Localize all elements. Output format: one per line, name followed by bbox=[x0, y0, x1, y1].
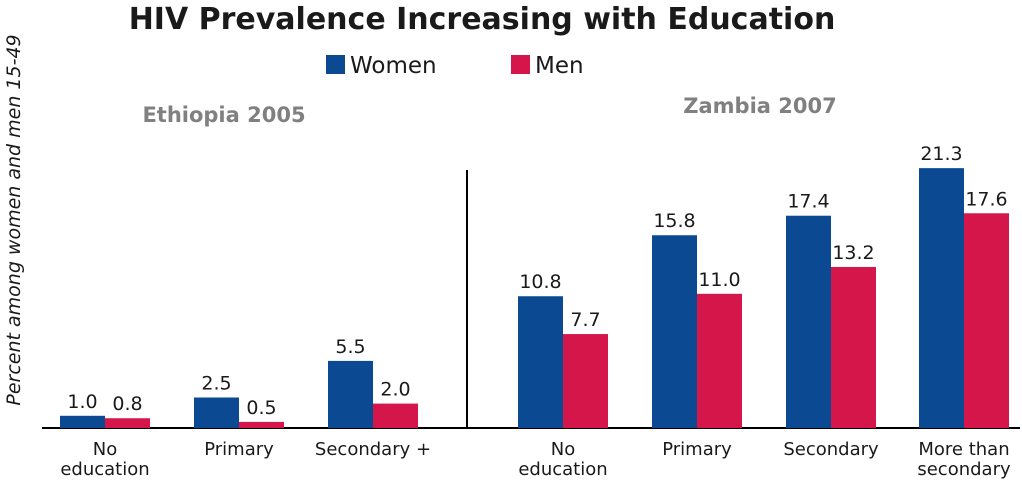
value-label-zambia-men-0: 7.7 bbox=[570, 309, 600, 331]
y-axis-label: Percent among women and men 15-49 bbox=[3, 34, 25, 405]
bar-zambia-women-0 bbox=[518, 296, 563, 428]
value-label-ethiopia-women-2: 5.5 bbox=[335, 336, 365, 358]
legend-swatch-women bbox=[326, 55, 345, 74]
value-label-zambia-men-2: 13.2 bbox=[832, 242, 874, 264]
bar-zambia-men-2 bbox=[831, 266, 876, 428]
category-label-zambia-0-line-0: No bbox=[551, 439, 575, 460]
category-label-ethiopia-2-line-0: Secondary + bbox=[315, 439, 431, 460]
value-label-zambia-men-3: 17.6 bbox=[965, 188, 1007, 210]
value-label-zambia-women-1: 15.8 bbox=[653, 210, 695, 232]
value-label-zambia-women-3: 21.3 bbox=[920, 143, 962, 165]
bar-zambia-men-3 bbox=[964, 213, 1009, 428]
bar-ethiopia-women-1 bbox=[194, 397, 239, 428]
value-label-ethiopia-men-0: 0.8 bbox=[112, 393, 142, 415]
bar-zambia-men-0 bbox=[563, 334, 608, 428]
bar-zambia-women-1 bbox=[652, 235, 697, 428]
panel-title-ethiopia: Ethiopia 2005 bbox=[142, 103, 305, 127]
category-label-ethiopia-0-line-0: No bbox=[93, 439, 117, 460]
category-label-zambia-3-line-1: secondary bbox=[917, 459, 1011, 480]
bar-ethiopia-women-2 bbox=[328, 360, 373, 428]
bar-ethiopia-men-1 bbox=[239, 421, 284, 428]
chart-title: HIV Prevalence Increasing with Education bbox=[129, 2, 836, 37]
value-labels-group: 1.0 0.8 2.5 0.5 5.5 2.0 10.8 7.7 15.8 11.0 17.4 13.… bbox=[67, 143, 1007, 419]
legend: Women Men bbox=[326, 53, 584, 79]
category-label-zambia-3-line-0: More than bbox=[918, 439, 1009, 460]
bars-group bbox=[60, 168, 1009, 428]
value-label-ethiopia-women-1: 2.5 bbox=[201, 373, 231, 395]
bar-zambia-women-3 bbox=[919, 168, 964, 428]
panel-title-zambia: Zambia 2007 bbox=[683, 94, 836, 118]
legend-label-women: Women bbox=[350, 53, 437, 79]
bar-ethiopia-men-0 bbox=[105, 418, 150, 428]
bar-ethiopia-men-2 bbox=[373, 403, 418, 428]
value-label-zambia-women-2: 17.4 bbox=[787, 191, 829, 213]
value-label-ethiopia-women-0: 1.0 bbox=[67, 391, 97, 413]
bar-zambia-women-2 bbox=[786, 215, 831, 428]
value-label-zambia-women-0: 10.8 bbox=[519, 271, 561, 293]
value-label-ethiopia-men-1: 0.5 bbox=[246, 397, 276, 419]
category-label-ethiopia-0-line-1: education bbox=[60, 459, 149, 480]
category-label-zambia-0-line-1: education bbox=[518, 459, 607, 480]
bar-zambia-men-1 bbox=[697, 293, 742, 428]
value-label-zambia-men-1: 11.0 bbox=[698, 269, 740, 291]
legend-swatch-men bbox=[511, 55, 530, 74]
legend-label-men: Men bbox=[535, 53, 584, 79]
category-label-zambia-2-line-0: Secondary bbox=[783, 439, 879, 460]
bar-ethiopia-women-0 bbox=[60, 415, 105, 428]
category-label-zambia-1-line-0: Primary bbox=[662, 439, 732, 460]
value-label-ethiopia-men-2: 2.0 bbox=[380, 379, 410, 401]
category-label-ethiopia-1-line-0: Primary bbox=[204, 439, 274, 460]
